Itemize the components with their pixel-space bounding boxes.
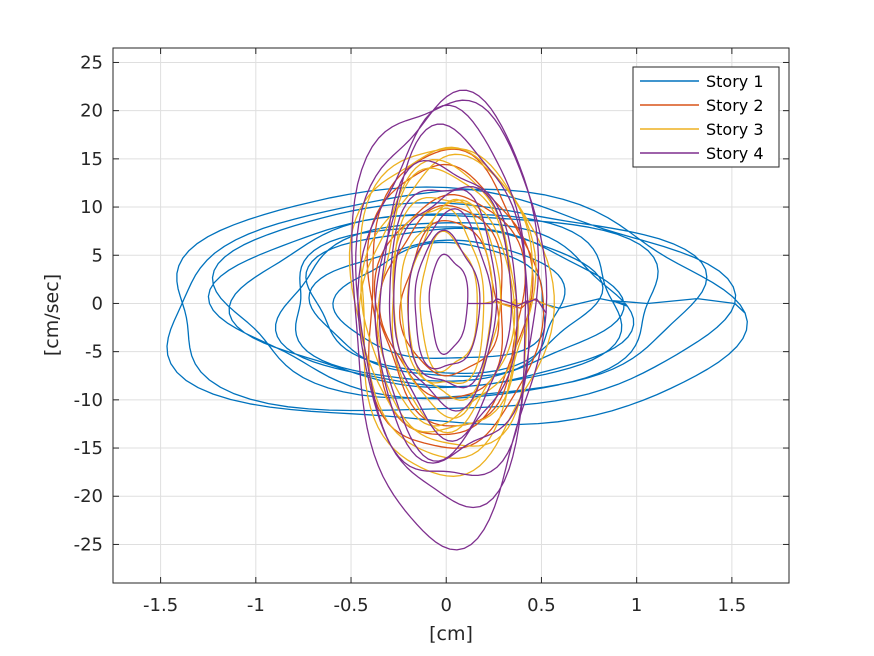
y-tick-label-4: -5: [85, 342, 103, 363]
legend-label-story-4: Story 4: [706, 144, 764, 163]
x-tick-label-2: -0.5: [333, 595, 368, 616]
y-tick-label-9: 20: [80, 101, 103, 122]
axes-frame: [112, 47, 790, 584]
y-tick-label-6: 5: [92, 245, 103, 266]
series-layer: [166, 89, 748, 551]
x-tick-label-6: 1.5: [718, 595, 747, 616]
x-axis-label: [cm]: [429, 623, 473, 645]
x-tick-label-0: -1.5: [143, 595, 178, 616]
y-tick-label-5: 0: [92, 293, 103, 314]
x-tick-label-1: -1: [247, 595, 265, 616]
legend-box: [632, 66, 780, 168]
y-tick-label-3: -10: [74, 390, 103, 411]
legend: Story 1 Story 2 Story 3 Story 4: [632, 66, 780, 168]
legend-label-story-3: Story 3: [706, 120, 764, 139]
y-tick-label-8: 15: [80, 149, 103, 170]
y-tick-label-10: 25: [80, 52, 103, 73]
y-tick-label-2: -15: [74, 438, 103, 459]
y-axis-label: [cm/sec]: [41, 274, 63, 356]
series-line-story-4: [351, 89, 548, 551]
series-line-story-1: [166, 186, 748, 426]
x-tick-label-4: 0.5: [527, 595, 556, 616]
legend-label-story-2: Story 2: [706, 96, 764, 115]
y-tick-label-7: 10: [80, 197, 103, 218]
legend-label-story-1: Story 1: [706, 72, 764, 91]
ticks: -1.5 -1 -0.5 0 0.5 1 1.5 -25 -20 -15 -10 -5 0 5 10 15 20…: [74, 48, 789, 616]
y-tick-label-0: -25: [74, 534, 103, 555]
x-tick-label-5: 1: [631, 595, 642, 616]
x-tick-label-3: 0: [441, 595, 452, 616]
y-tick-label-1: -20: [74, 486, 103, 507]
series-line-story-3: [348, 146, 555, 477]
series-line-story-2: [366, 148, 545, 449]
